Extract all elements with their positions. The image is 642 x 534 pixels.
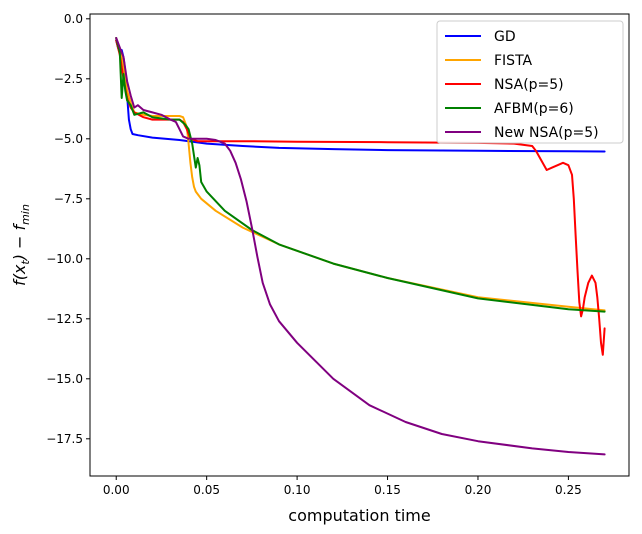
y-axis-label-sub-t: t <box>19 260 32 265</box>
legend-label-afbm-p-6: AFBM(p=6) <box>494 101 574 117</box>
legend-label-fista: FISTA <box>494 53 533 69</box>
x-tick-label: 0.00 <box>103 483 130 497</box>
x-tick-label: 0.25 <box>555 483 582 497</box>
y-tick-label: −10.0 <box>46 252 83 266</box>
legend-label-new-nsa-p-5: New NSA(p=5) <box>494 125 599 141</box>
legend-label-gd: GD <box>494 29 516 45</box>
y-axis-label: f(xt) − fmin <box>10 204 32 286</box>
y-axis: 0.0 −2.5 −5.0 −7.5 −10.0 −12.5 −15.0 −17.5 <box>46 12 90 446</box>
x-axis: 0.00 0.05 0.10 0.15 0.20 0.25 <box>103 476 582 497</box>
x-tick-label: 0.10 <box>284 483 311 497</box>
series-line-new-nsa-p-5 <box>115 37 606 456</box>
y-tick-label: −2.5 <box>54 72 83 86</box>
x-axis-label: computation time <box>288 506 430 525</box>
y-tick-label: −5.0 <box>54 132 83 146</box>
series-line-afbm-p-6 <box>115 37 606 313</box>
legend-label-nsa-p-5: NSA(p=5) <box>494 77 564 93</box>
y-tick-label: 0.0 <box>64 12 83 26</box>
y-tick-label: −12.5 <box>46 312 83 326</box>
y-axis-label-sub-min: min <box>19 204 32 225</box>
legend-box <box>436 20 624 144</box>
x-tick-label: 0.20 <box>465 483 492 497</box>
plot-area-frame <box>89 13 630 477</box>
y-tick-label: −17.5 <box>46 432 83 446</box>
series-layer <box>115 37 606 456</box>
legend: GD FISTA NSA(p=5) AFBM(p=6) New NSA(p=5) <box>436 20 624 144</box>
y-tick-label: −7.5 <box>54 192 83 206</box>
x-tick-label: 0.05 <box>193 483 220 497</box>
x-tick-label: 0.15 <box>374 483 401 497</box>
y-tick-label: −15.0 <box>46 372 83 386</box>
series-line-nsa-p-5 <box>115 39 606 356</box>
